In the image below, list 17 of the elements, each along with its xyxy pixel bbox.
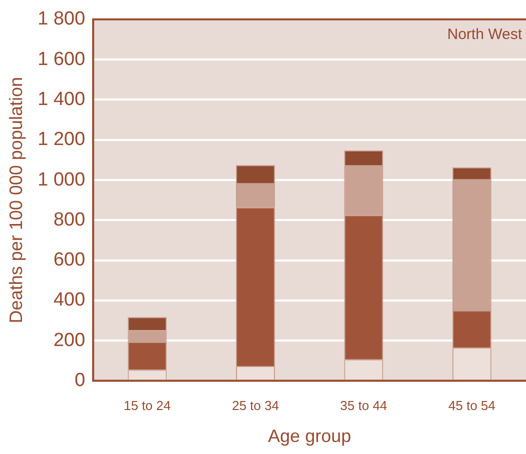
y-tick-label: 200 (53, 330, 86, 351)
x-tick-label: 45 to 54 (448, 398, 496, 414)
x-axis-title: Age group (268, 426, 352, 446)
y-tick-label: 1 400 (38, 88, 86, 110)
y-tick-label: 400 (53, 290, 86, 311)
x-tick-label: 15 to 24 (124, 398, 171, 414)
y-tick-label: 600 (53, 250, 86, 271)
y-tick-label: 1 000 (38, 169, 86, 190)
annotation: North West (447, 26, 523, 44)
y-tick-label: 800 (53, 209, 86, 230)
y-tick-label: 0 (74, 370, 86, 392)
y-tick-label: 1 200 (38, 129, 86, 150)
x-tick-label: 25 to 34 (232, 398, 279, 414)
y-axis-title: Deaths per 100 000 population (6, 77, 26, 324)
y-tick-label: 1 600 (38, 48, 86, 70)
y-tick-label: 1 800 (38, 8, 86, 30)
x-tick-label: 35 to 44 (340, 398, 388, 414)
